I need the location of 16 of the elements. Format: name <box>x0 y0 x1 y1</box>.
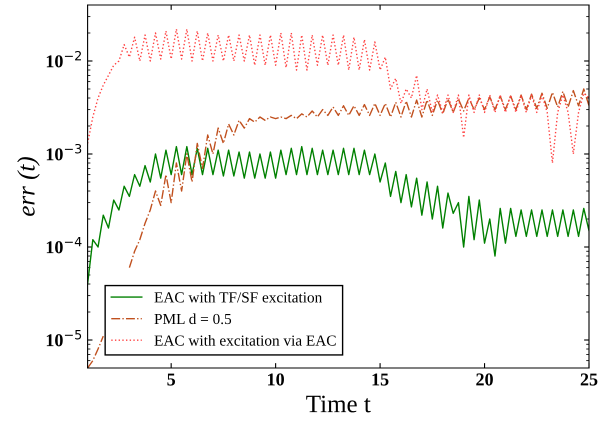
x-axis-title: Time t <box>306 396 371 412</box>
y-tick-label: 10$^{−4}$ <box>46 237 82 254</box>
x-tick-label: 10 <box>268 373 284 386</box>
x-tick-label: 20 <box>476 373 493 386</box>
legend-label: PML d = 0.5 <box>154 313 232 324</box>
y-tick-label: 10$^{−5}$ <box>46 330 82 346</box>
x-tick-label: 5 <box>167 374 176 386</box>
line-series <box>88 28 589 164</box>
y-axis-title: err (t) <box>17 157 40 216</box>
y-tick-label: 10$^{−3}$ <box>46 144 82 160</box>
x-tick-label: 15 <box>372 373 388 386</box>
legend-label: EAC with TF/SF excitation <box>154 292 322 303</box>
line-series <box>88 146 589 285</box>
legend-label: EAC with excitation via EAC <box>154 334 336 346</box>
y-tick-label: 10$^{−2}$ <box>46 50 81 68</box>
x-tick-label: 25 <box>580 373 598 386</box>
